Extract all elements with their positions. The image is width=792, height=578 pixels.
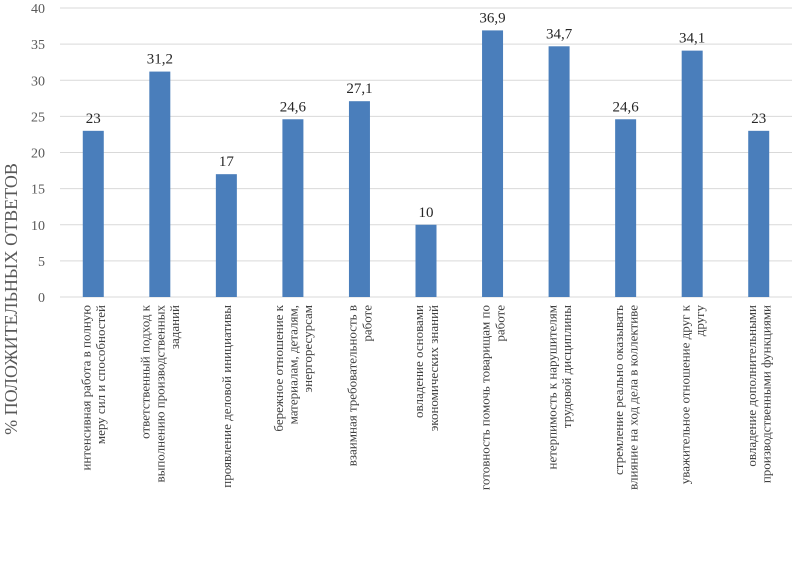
x-tick-label: овладение дополнительнымипроизводственны… (744, 305, 774, 483)
bar (681, 50, 703, 297)
svg-text:овладение основамиэкономически: овладение основамиэкономических знаний (411, 305, 441, 431)
y-tick-label: 5 (38, 255, 45, 270)
x-tick-label-line: работе (359, 305, 374, 342)
x-tick-label-line: овладение дополнительными (744, 305, 759, 467)
x-tick-label-line: трудовой дисциплины (559, 305, 574, 428)
x-tick-label-line: влияние на ход дела в коллективе (625, 305, 640, 490)
svg-text:ответственный подход квыполнен: ответственный подход квыполнению произво… (138, 304, 182, 482)
x-tick-label-line: другу (692, 305, 707, 337)
svg-text:интенсивная работа в полнуюмер: интенсивная работа в полнуюмеру сил и сп… (78, 305, 108, 471)
bar (482, 30, 504, 298)
data-label: 27,1 (346, 81, 372, 97)
y-tick-label: 10 (31, 219, 45, 234)
x-tick-label-line: заданий (167, 305, 182, 349)
x-tick-label-line: готовность помочь товарищам по (478, 305, 493, 490)
bar (215, 174, 237, 297)
x-tick-label: бережное отношение кматериалам, деталям,… (271, 304, 315, 431)
x-tick-label-line: производственными функциями (759, 305, 774, 483)
x-tick-label-line: уважительное отношение друг к (677, 304, 692, 484)
x-tick-label-line: интенсивная работа в полную (78, 305, 93, 471)
x-tick-label: стремление реально оказыватьвлияние на х… (611, 305, 641, 490)
x-tick-label: взаимная требовательность вработе (345, 305, 375, 466)
x-axis-category-labels: интенсивная работа в полнуюмеру сил и сп… (78, 304, 773, 490)
gridlines (60, 7, 792, 298)
x-tick-label: уважительное отношение друг кдругу (677, 304, 707, 484)
bar (615, 119, 637, 297)
bar (348, 101, 370, 297)
x-tick-label: овладение основамиэкономических знаний (411, 305, 441, 431)
svg-text:нетерпимость к нарушителямтруд: нетерпимость к нарушителямтрудовой дисци… (544, 305, 574, 470)
y-axis-title: % ПОЛОЖИТЕЛЬНЫХ ОТВЕТОВ (1, 163, 21, 435)
svg-text:бережное отношение кматериалам: бережное отношение кматериалам, деталям,… (271, 304, 315, 431)
svg-text:овладение дополнительнымипроиз: овладение дополнительнымипроизводственны… (744, 305, 774, 483)
x-tick-label-line: нетерпимость к нарушителям (544, 305, 559, 470)
x-tick-label-line: бережное отношение к (271, 304, 286, 431)
data-label: 34,1 (679, 31, 705, 47)
y-tick-label: 15 (31, 183, 45, 198)
data-label: 36,9 (479, 10, 505, 26)
svg-text:готовность помочь товарищам по: готовность помочь товарищам поработе (478, 305, 508, 490)
svg-text:проявление деловой инициативы: проявление деловой инициативы (219, 305, 234, 488)
y-tick-label: 40 (31, 2, 45, 17)
data-label: 23 (86, 111, 101, 127)
x-tick-label-line: экономических знаний (426, 305, 441, 431)
bar (748, 130, 770, 297)
data-label: 17 (219, 154, 235, 170)
bar (82, 130, 104, 297)
bar (149, 71, 171, 297)
data-label: 24,6 (613, 99, 640, 115)
x-tick-label-line: выполнению производственных (152, 305, 167, 483)
x-tick-label: ответственный подход квыполнению произво… (138, 304, 182, 482)
svg-text:уважительное отношение друг кд: уважительное отношение друг кдругу (677, 304, 707, 484)
bar (415, 224, 437, 297)
x-tick-label-line: взаимная требовательность в (345, 305, 360, 466)
x-tick-label-line: работе (492, 305, 507, 342)
x-tick-label-line: стремление реально оказывать (611, 305, 626, 475)
x-tick-label: проявление деловой инициативы (219, 305, 234, 488)
data-label: 10 (419, 205, 434, 221)
y-tick-label: 25 (31, 110, 45, 125)
x-tick-label: готовность помочь товарищам поработе (478, 305, 508, 490)
data-label: 23 (751, 111, 766, 127)
x-tick-label-line: меру сил и способностей (93, 305, 108, 444)
x-tick-label-line: ответственный подход к (138, 304, 153, 439)
x-tick-label-line: энергоресурсам (300, 305, 315, 392)
data-labels: 23 31,2 17 24,6 27,1 10 36,9 34,7 24,6 34,1 23 (86, 10, 766, 220)
y-tick-label: 20 (31, 147, 45, 162)
y-tick-label: 0 (38, 291, 45, 306)
y-tick-label: 35 (31, 38, 45, 53)
x-tick-label-line: материалам, деталям, (285, 305, 300, 424)
y-axis-ticks: 0 5 10 15 20 25 30 35 40 (31, 2, 45, 306)
y-tick-label: 30 (31, 74, 45, 89)
bars (82, 30, 770, 298)
data-label: 34,7 (546, 26, 573, 42)
x-tick-label-line: проявление деловой инициативы (219, 305, 234, 488)
data-label: 24,6 (280, 99, 307, 115)
data-label: 31,2 (147, 52, 173, 68)
x-tick-label-line: овладение основами (411, 305, 426, 418)
x-tick-label: интенсивная работа в полнуюмеру сил и сп… (78, 305, 108, 471)
svg-text:стремление реально оказыватьвл: стремление реально оказыватьвлияние на х… (611, 305, 641, 490)
bar (282, 119, 304, 297)
svg-text:взаимная требовательность враб: взаимная требовательность вработе (345, 305, 375, 466)
x-tick-label: нетерпимость к нарушителямтрудовой дисци… (544, 305, 574, 470)
bar (548, 46, 570, 298)
